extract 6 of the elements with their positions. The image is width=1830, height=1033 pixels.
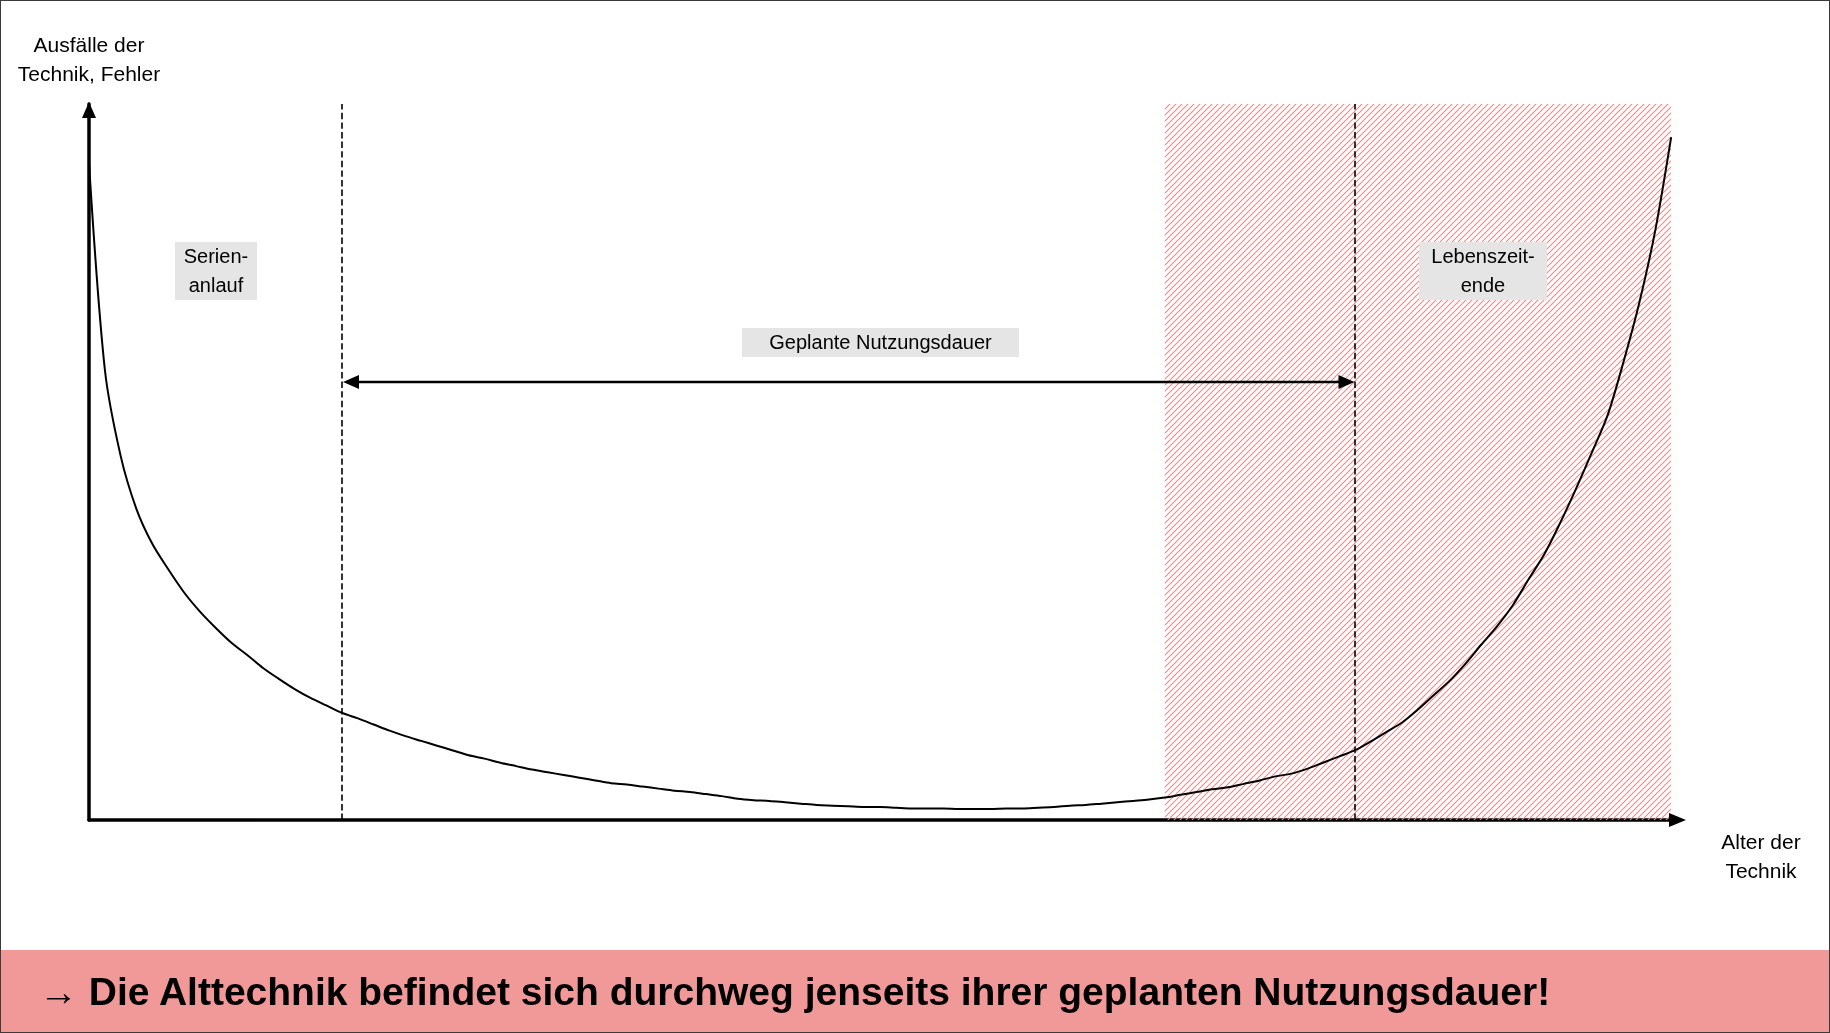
annotation: Geplante Nutzungsdauer	[742, 328, 1019, 357]
x-axis-title: Alter der Technik	[1720, 829, 1802, 884]
y-axis-title: Ausfälle der Technik, Fehler	[16, 32, 162, 87]
annotation: Serien-anlauf	[175, 242, 257, 300]
text: → Die Alttechnik befindet sich durchweg jenseits ihrer geplanten Nutzungsdauer!	[1, 950, 1829, 1033]
annotation: Lebenszeit-ende	[1419, 242, 1547, 300]
